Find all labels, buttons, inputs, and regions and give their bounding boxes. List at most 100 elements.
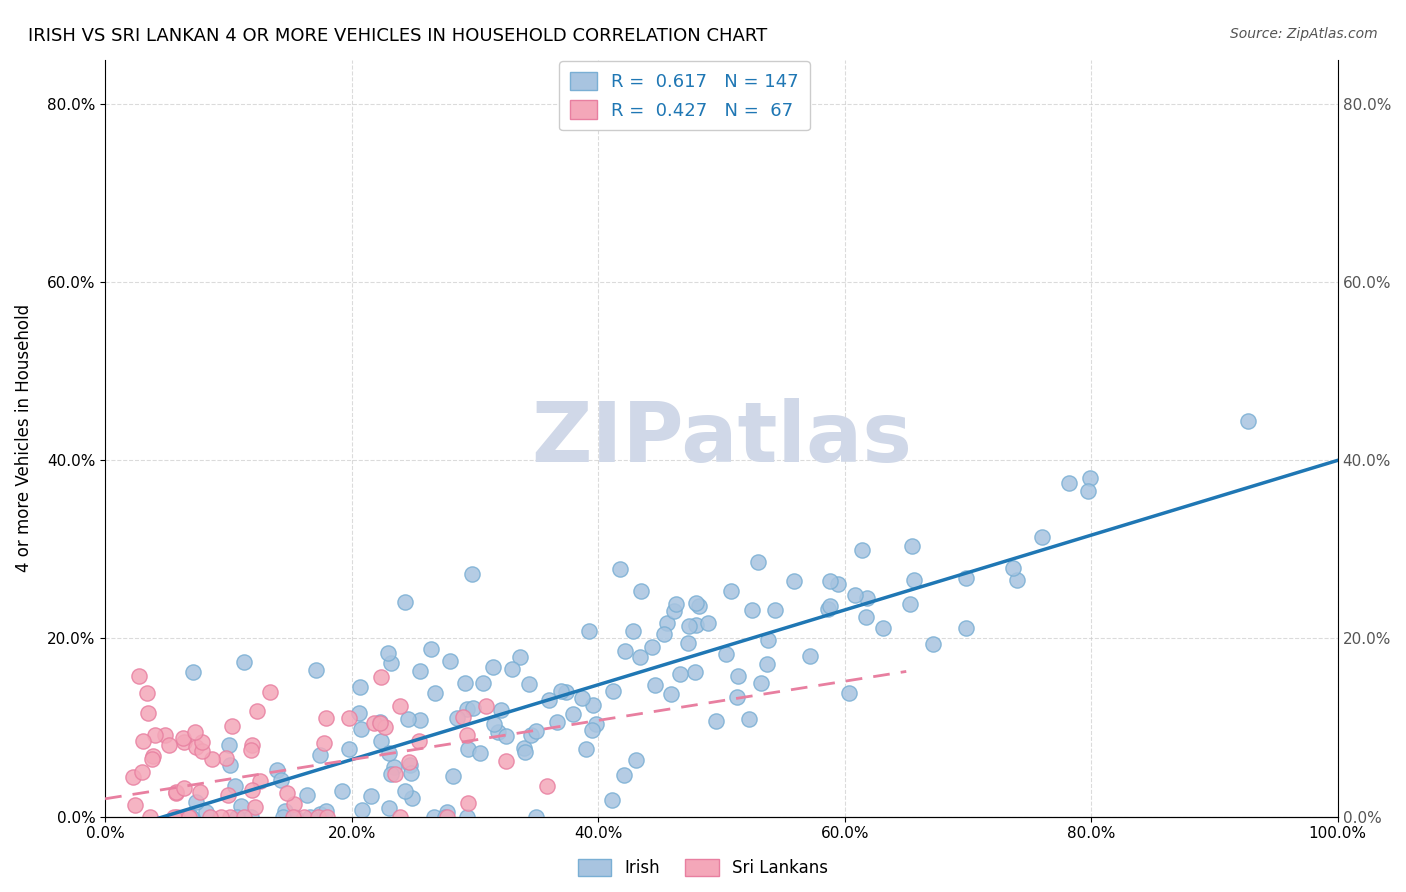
Point	[128, 669, 150, 683]
Point	[1057, 475, 1080, 490]
Point	[224, 779, 246, 793]
Point	[578, 624, 600, 639]
Point	[246, 704, 269, 718]
Y-axis label: 4 or more Vehicles in Household: 4 or more Vehicles in Household	[15, 304, 32, 572]
Point	[628, 650, 651, 665]
Point	[209, 809, 232, 823]
Point	[513, 745, 536, 759]
Point	[370, 734, 392, 748]
Point	[135, 686, 157, 700]
Point	[198, 809, 221, 823]
Point	[644, 678, 666, 692]
Point	[751, 675, 773, 690]
Point	[143, 728, 166, 742]
Point	[818, 574, 841, 588]
Point	[456, 728, 478, 742]
Point	[380, 657, 402, 671]
Point	[955, 571, 977, 585]
Point	[186, 795, 208, 809]
Point	[582, 698, 605, 712]
Point	[436, 805, 458, 819]
Point	[654, 627, 676, 641]
Point	[517, 677, 540, 691]
Point	[575, 742, 598, 756]
Text: Source: ZipAtlas.com: Source: ZipAtlas.com	[1230, 27, 1378, 41]
Point	[399, 765, 422, 780]
Point	[177, 809, 200, 823]
Point	[668, 667, 690, 681]
Point	[349, 681, 371, 695]
Point	[233, 809, 256, 823]
Point	[688, 599, 710, 614]
Point	[350, 723, 373, 737]
Point	[312, 736, 335, 750]
Point	[501, 662, 523, 676]
Point	[922, 637, 945, 651]
Point	[524, 809, 547, 823]
Point	[538, 693, 561, 707]
Point	[898, 597, 921, 611]
Point	[756, 632, 779, 647]
Point	[1078, 471, 1101, 485]
Point	[173, 735, 195, 749]
Point	[245, 800, 267, 814]
Point	[662, 604, 685, 618]
Point	[179, 809, 201, 823]
Point	[727, 690, 749, 704]
Point	[188, 785, 211, 799]
Point	[460, 567, 482, 582]
Point	[360, 789, 382, 804]
Point	[141, 752, 163, 766]
Point	[368, 716, 391, 731]
Legend: Irish, Sri Lankans: Irish, Sri Lankans	[571, 852, 835, 884]
Point	[851, 542, 873, 557]
Point	[446, 711, 468, 725]
Point	[378, 801, 401, 815]
Point	[121, 771, 143, 785]
Point	[229, 799, 252, 814]
Point	[315, 804, 337, 818]
Point	[394, 595, 416, 609]
Point	[1077, 483, 1099, 498]
Point	[309, 747, 332, 762]
Point	[482, 716, 505, 731]
Point	[665, 597, 688, 611]
Point	[221, 719, 243, 733]
Point	[513, 741, 536, 756]
Point	[716, 647, 738, 661]
Point	[685, 618, 707, 632]
Point	[439, 654, 461, 668]
Point	[434, 809, 457, 823]
Point	[394, 784, 416, 798]
Point	[471, 676, 494, 690]
Point	[276, 786, 298, 800]
Point	[352, 803, 374, 817]
Point	[855, 610, 877, 624]
Point	[799, 649, 821, 664]
Point	[131, 764, 153, 779]
Point	[756, 657, 779, 671]
Point	[524, 724, 547, 739]
Point	[191, 744, 214, 758]
Point	[425, 686, 447, 700]
Point	[142, 748, 165, 763]
Point	[475, 699, 498, 714]
Point	[370, 670, 392, 684]
Point	[180, 809, 202, 823]
Point	[389, 809, 412, 823]
Point	[581, 723, 603, 738]
Point	[827, 577, 849, 591]
Point	[600, 793, 623, 807]
Point	[409, 664, 432, 678]
Point	[233, 655, 256, 669]
Point	[659, 687, 682, 701]
Point	[456, 702, 478, 716]
Point	[190, 734, 212, 748]
Point	[240, 742, 263, 756]
Point	[624, 752, 647, 766]
Point	[630, 584, 652, 599]
Point	[457, 796, 479, 810]
Point	[489, 702, 512, 716]
Point	[259, 685, 281, 699]
Point	[374, 720, 396, 734]
